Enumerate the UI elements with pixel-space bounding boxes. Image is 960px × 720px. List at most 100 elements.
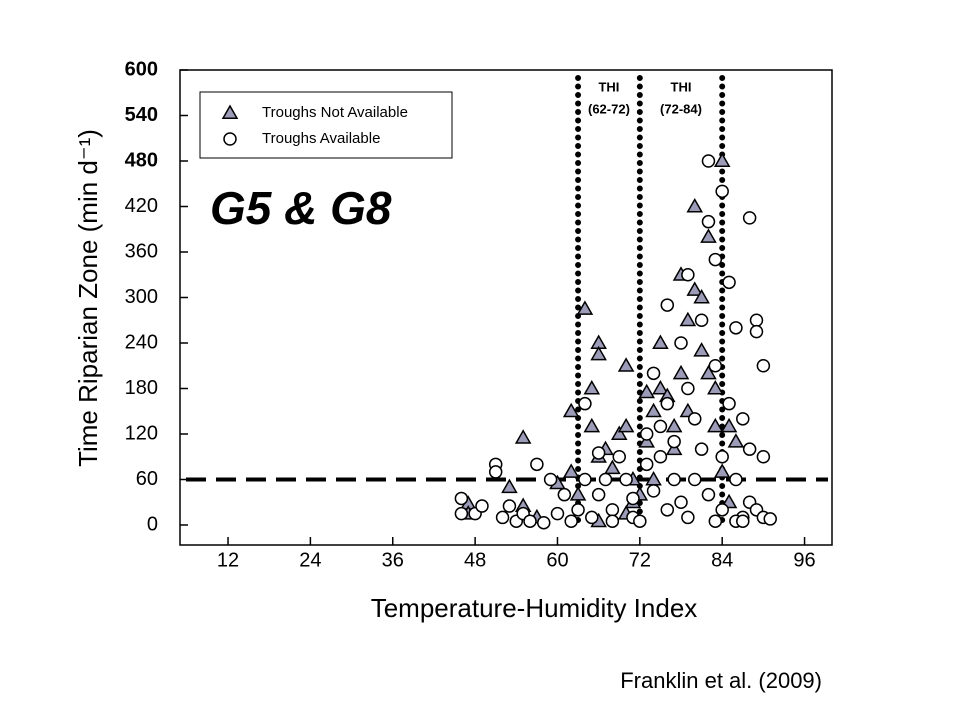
circle-point [550,506,565,521]
circle-point [578,472,592,487]
legend-label: Troughs Not Available [262,104,408,121]
circle-point [722,396,736,411]
circle-point [736,412,750,426]
triangle-point [700,228,717,243]
circle-point [701,487,716,502]
triangle-point [610,425,628,440]
circle-point [639,427,654,441]
triangle-point [617,417,635,433]
thi-label: THI [671,79,692,94]
x-tick-label: 12 [217,549,239,571]
triangle-point [686,197,704,213]
triangle-point [604,459,621,475]
y-tick-label: 0 [147,513,158,535]
triangle-point [686,281,704,296]
y-tick-label: 120 [125,422,158,444]
circle-point [701,154,716,168]
circle-point [612,450,626,464]
circle-point [736,514,750,528]
triangle-point [665,417,683,433]
circle-point [523,514,537,528]
circle-point [536,515,551,530]
triangle-point [727,433,745,448]
circle-point [674,336,688,350]
circle-point [681,381,695,396]
circle-point [646,366,661,381]
circle-point [653,419,668,434]
circle-point [722,275,736,290]
circle-point [475,499,489,513]
triangle-point [652,334,669,349]
circle-point [749,313,764,327]
triangle-point [720,417,738,433]
thi-label: (72-84) [660,101,702,116]
triangle-point [583,417,601,433]
circle-point [701,214,716,229]
y-axis-label: Time Riparian Zone (min d⁻¹) [73,129,103,467]
circle-point [591,487,606,502]
triangle-point [693,288,710,304]
circle-point [639,457,654,472]
x-tick-label: 48 [464,549,486,571]
triangle-point [514,429,532,444]
circle-point [454,491,469,506]
circle-point [674,495,688,509]
circle-point [667,434,681,449]
circle-point [605,503,620,517]
circle-point [708,252,723,267]
y-tick-label: 480 [125,149,158,171]
triangle-point [700,364,717,380]
circle-point [626,491,640,506]
circle-point [598,472,613,487]
credit: Franklin et al. (2009) [620,668,822,693]
x-tick-label: 72 [629,549,651,571]
circle-point [633,514,647,528]
circle-point [653,450,668,464]
triangle-point [583,379,601,395]
circle-point [681,510,695,525]
circle-point [681,268,695,282]
circle-point [660,503,675,517]
triangle-point [713,152,731,167]
circle-point [605,514,620,528]
circle-point [742,211,757,225]
circle-point [708,359,723,373]
x-axis-label: Temperature-Humidity Index [371,593,698,623]
triangle-point [638,383,655,399]
chart-title: G5 & G8 [210,182,392,234]
triangle-point [501,478,518,494]
circle-point [495,510,510,525]
circle-point [564,514,578,528]
legend-marker [223,132,237,146]
triangle-point [576,300,594,315]
circle-point [660,396,675,411]
circle-point [729,321,743,335]
circle-point [687,412,702,426]
triangle-point [707,417,724,433]
circle-point [694,442,709,456]
x-tick-label: 60 [546,549,568,571]
legend-label: Troughs Available [262,130,380,147]
triangle-point [617,357,635,372]
x-tick-label: 24 [299,549,321,571]
circle-point [708,514,723,528]
circle-point [619,472,633,487]
y-tick-label: 600 [125,58,158,80]
circle-point [502,499,517,513]
y-tick-label: 300 [125,286,158,308]
thi-label: (62-72) [588,101,630,116]
y-tick-label: 180 [125,377,158,399]
x-tick-label: 84 [711,549,733,571]
circle-point [763,512,777,526]
thi-label: THI [598,79,619,94]
circle-point [543,472,558,487]
circle-point [530,457,544,472]
y-tick-label: 360 [125,240,158,262]
triangle-point [590,345,607,361]
y-tick-label: 60 [136,468,158,490]
circle-point [715,503,729,517]
circle-point [756,359,771,373]
legend-box [199,91,453,159]
circle-point [715,450,729,464]
